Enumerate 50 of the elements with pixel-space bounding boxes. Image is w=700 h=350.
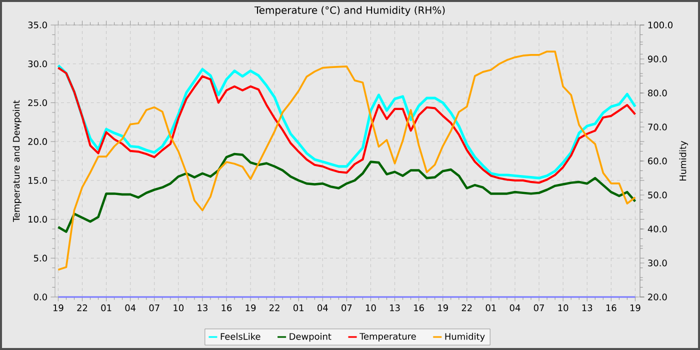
- y-tick-label: 30.0: [28, 60, 47, 68]
- y-tick-label: 20.0: [28, 138, 47, 145]
- y2-tick-label: 20.0: [648, 294, 667, 300]
- x-tick-label: 22: [462, 304, 472, 312]
- y-tick-label: 35.0: [28, 22, 47, 28]
- x-tick-label: 04: [125, 304, 136, 312]
- x-tick-label: 10: [174, 304, 184, 312]
- line-series: [57, 50, 636, 271]
- y-tick-label: 0.0: [34, 294, 47, 300]
- x-tick-label: 01: [294, 304, 304, 312]
- y2-tick-label: 80.0: [648, 90, 667, 96]
- x-tick-label: 13: [390, 304, 400, 312]
- x-tick-label: 19: [630, 304, 640, 312]
- chart-title: Temperature (°C) and Humidity (RH%): [254, 6, 445, 16]
- x-tick-label: 04: [510, 304, 520, 312]
- x-tick-label: 22: [77, 304, 88, 312]
- y-tick-label: 10.0: [28, 216, 47, 223]
- y2-tick-label: 40.0: [648, 226, 667, 232]
- x-tick-label: 07: [149, 304, 160, 312]
- y2-tick-label: 100.0: [648, 22, 673, 28]
- y2-axis-title: Humidity: [679, 140, 688, 180]
- y2-tick-label: 60.0: [648, 158, 667, 164]
- y2-tick-label: 90.0: [648, 56, 667, 62]
- x-tick-label: 04: [318, 304, 328, 312]
- x-tick-label: 16: [414, 304, 424, 312]
- y-tick-label: 5.0: [34, 254, 47, 262]
- x-tick-label: 19: [246, 304, 256, 312]
- y2-tick-label: 70.0: [648, 124, 667, 130]
- x-tick-label: 07: [342, 304, 352, 312]
- x-tick-label: 10: [366, 304, 376, 312]
- x-tick-label: 19: [438, 304, 448, 312]
- y2-tick-label: 50.0: [648, 192, 667, 198]
- legend-label: FeelsLike: [220, 332, 260, 340]
- x-tick-label: 10: [558, 304, 568, 312]
- legend-label: Dewpoint: [290, 332, 332, 342]
- y-tick-label: 25.0: [28, 99, 47, 106]
- x-tick-label: 13: [582, 304, 592, 312]
- y2-tick-label: 30.0: [648, 260, 667, 266]
- y-axis-title: Temperature and Dewpoint: [12, 100, 22, 222]
- x-tick-label: 01: [101, 304, 112, 312]
- y-tick-label: 15.0: [28, 177, 47, 184]
- x-tick-label: 22: [270, 304, 280, 312]
- x-tick-label: 16: [606, 304, 616, 312]
- x-tick-label: 19: [53, 304, 64, 312]
- x-tick-label: 01: [486, 304, 496, 312]
- x-tick-label: 07: [534, 304, 544, 312]
- legend-label: Temperature: [360, 333, 416, 342]
- x-tick-label: 16: [222, 304, 232, 312]
- legend-label: Humidity: [445, 332, 485, 342]
- x-tick-label: 13: [198, 304, 208, 312]
